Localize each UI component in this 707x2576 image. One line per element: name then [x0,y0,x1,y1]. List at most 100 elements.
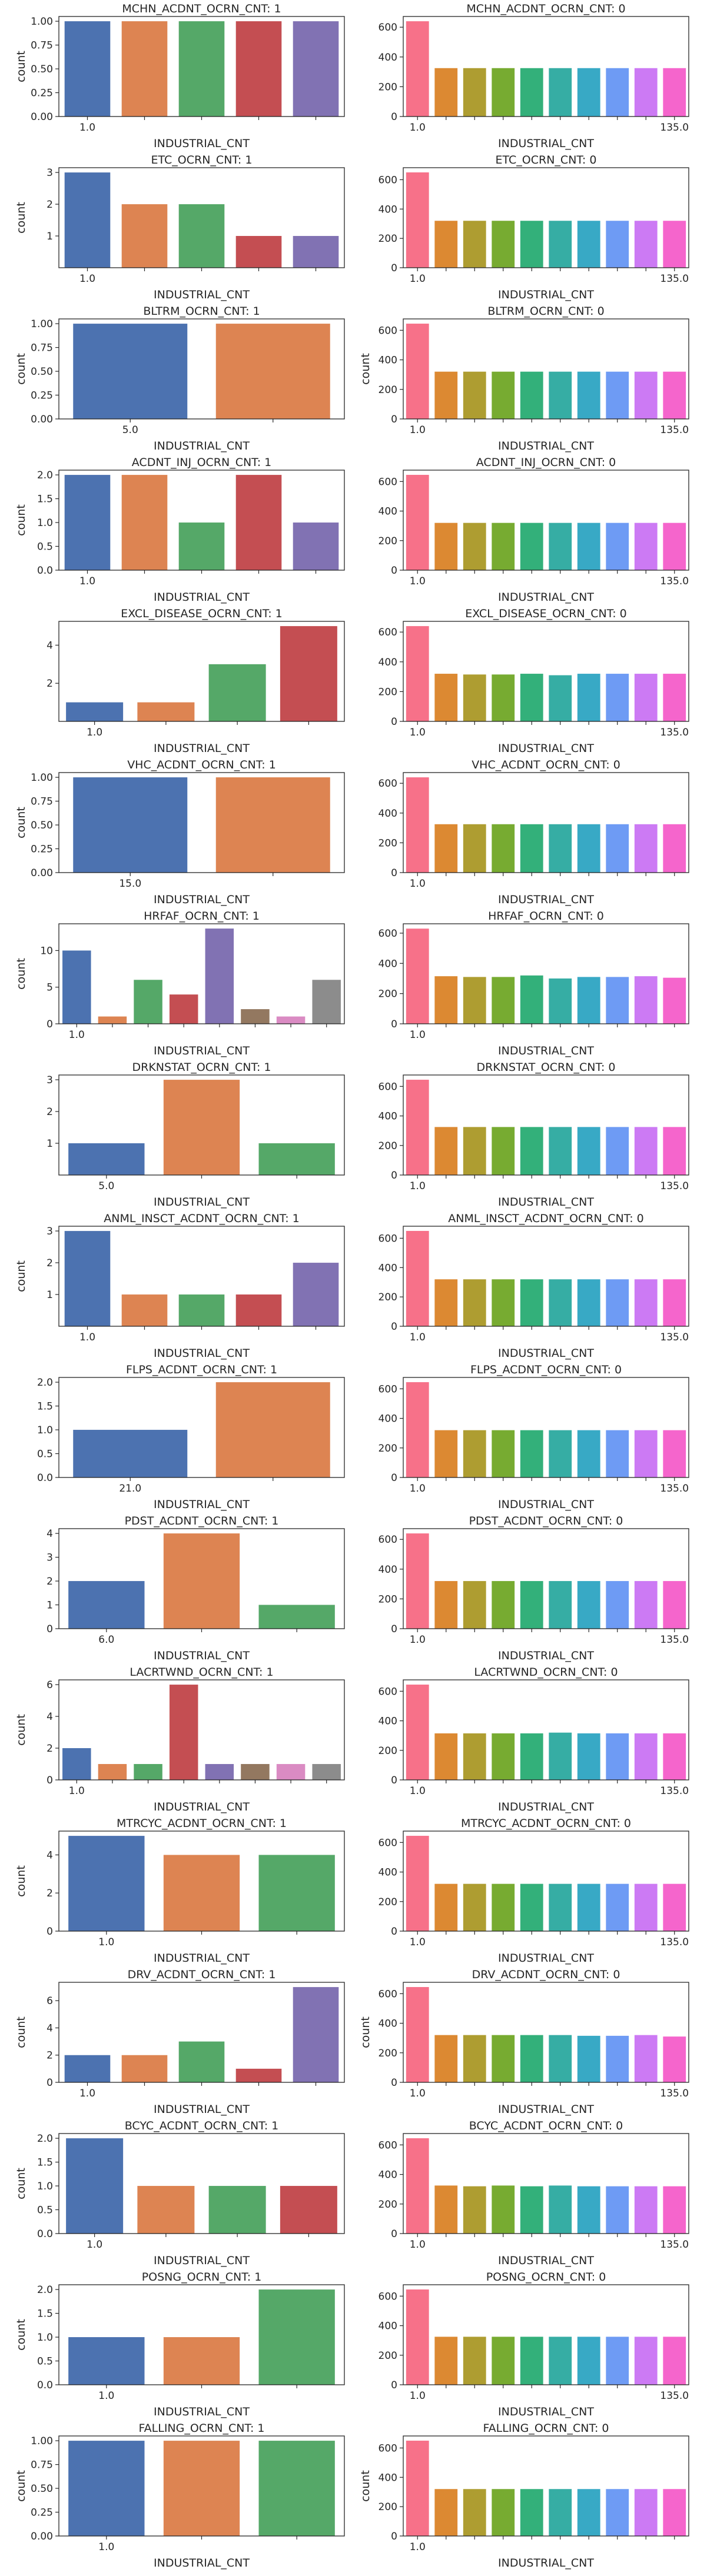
y-tick-label: 1.00 [31,318,53,330]
y-tick-label: 0.75 [31,796,53,808]
x-axis-label: INDUSTRIAL_CNT [498,893,594,906]
subplot-title: FLPS_ACDNT_OCRN_CNT: 0 [470,1363,622,1376]
bar [520,674,543,721]
subplot-title: ANML_INSCT_ACDNT_OCRN_CNT: 0 [448,1212,643,1225]
axes-frame [403,2435,689,2537]
bar [492,522,515,570]
axes-frame [403,1679,689,1780]
y-tick-label: 200 [379,81,397,93]
bar [492,1883,515,1931]
bar [293,1263,339,1326]
x-axis-label: INDUSTRIAL_CNT [498,1196,594,1209]
y-tick-label: 0 [391,1775,397,1786]
bar [663,221,686,268]
bar [276,1016,306,1024]
bar [577,68,600,117]
bar [215,324,330,419]
x-tick-label: 1.0 [79,2088,95,2099]
x-tick-label: 1.0 [410,575,426,587]
y-tick-label: 1 [47,231,53,242]
x-tick-label: 135.0 [660,575,689,587]
bar [406,1230,429,1326]
bar [634,1127,658,1175]
y-tick-label: 600 [379,627,397,638]
y-tick-label: 0 [391,1019,397,1030]
y-tick-label: 0.0 [37,2379,53,2391]
bar [549,824,572,873]
x-axis-label: INDUSTRIAL_CNT [154,1498,250,1511]
x-axis-label: INDUSTRIAL_CNT [154,591,250,604]
y-axis-label: count [15,504,28,536]
x-tick-label: 135.0 [660,1483,689,1495]
y-tick-label: 200 [379,1745,397,1757]
y-tick-label: 2 [47,2050,53,2062]
subplot-title: ETC_OCRN_CNT: 0 [496,154,597,167]
x-axis-label: INDUSTRIAL_CNT [154,137,250,150]
x-tick-label: 5.0 [98,1180,114,1192]
bar [663,1279,686,1326]
x-tick-label: 1.0 [410,1180,426,1192]
y-axis-label: count [15,1714,28,1746]
bar [634,976,658,1024]
bar [163,2441,240,2536]
y-tick-label: 2.0 [37,470,53,481]
bar [549,2489,572,2536]
bar [463,1883,486,1931]
y-axis-label: count [359,353,372,385]
y-tick-label: 6 [47,1995,53,2007]
axes-frame [403,1831,689,1932]
bar [492,221,515,268]
subplot-title: ANML_INSCT_ACDNT_OCRN_CNT: 1 [104,1212,299,1225]
y-tick-label: 2 [47,1743,53,1755]
y-tick-label: 200 [379,2350,397,2362]
bar [406,1987,429,2082]
y-tick-label: 400 [379,1716,397,1728]
bar [178,522,225,570]
y-tick-label: 0.5 [37,1449,53,1460]
y-tick-label: 6 [47,1679,53,1691]
bar [606,2489,629,2536]
bar [663,68,686,117]
bar [434,2337,458,2385]
x-tick-label: 1.0 [410,1332,426,1343]
y-tick-label: 200 [379,535,397,547]
x-tick-label: 1.0 [87,2239,102,2251]
x-axis-label: INDUSTRIAL_CNT [154,440,250,452]
bar [549,1732,572,1780]
subplot-title: BCYC_ACDNT_OCRN_CNT: 1 [125,2119,279,2132]
bar [577,2186,600,2234]
y-tick-label: 0 [391,716,397,728]
y-axis-label: count [15,1260,28,1292]
subplot-23: 0 2 4 6 1.0 LACRTWND_OCRN_CNT: 1 INDUSTRIAL_CN… [15,1666,345,1813]
axes-frame [58,1679,345,1780]
bar [463,977,486,1024]
bar [663,1733,686,1780]
subplot-title: BLTRM_OCRN_CNT: 1 [143,305,260,318]
subplot-32: 0 200 400 600 1.0 135.0 POSNG_OCRN_CNT: 0 INDUS… [379,2271,689,2418]
subplot-title: FLPS_ACDNT_OCRN_CNT: 1 [126,1363,277,1376]
y-tick-label: 200 [379,1593,397,1605]
y-tick-label: 1.00 [31,16,53,28]
x-tick-label: 135.0 [660,122,689,134]
bar [235,21,282,117]
bar [549,1883,572,1931]
bar [434,1279,458,1326]
y-tick-label: 1.00 [31,2435,53,2447]
axes-frame [403,1226,689,1327]
bar [520,975,543,1024]
bar [663,1581,686,1629]
bar [205,1764,234,1780]
bar [406,928,429,1024]
y-tick-label: 0 [391,867,397,879]
x-axis-label: INDUSTRIAL_CNT [498,1498,594,1511]
subplot-1: 0.00 0.25 0.50 0.75 1.00 1.0 MCHN_ACDNT_OCRN_C… [15,2,345,150]
y-tick-label: 600 [379,174,397,186]
subplot-title: LACRTWND_OCRN_CNT: 1 [130,1666,273,1679]
bar [634,371,658,419]
bar [312,980,341,1024]
bar [634,221,658,268]
y-axis-label: count [15,2168,28,2199]
y-tick-label: 0 [391,111,397,123]
y-tick-label: 600 [379,1081,397,1093]
y-axis-label: count [15,202,28,234]
